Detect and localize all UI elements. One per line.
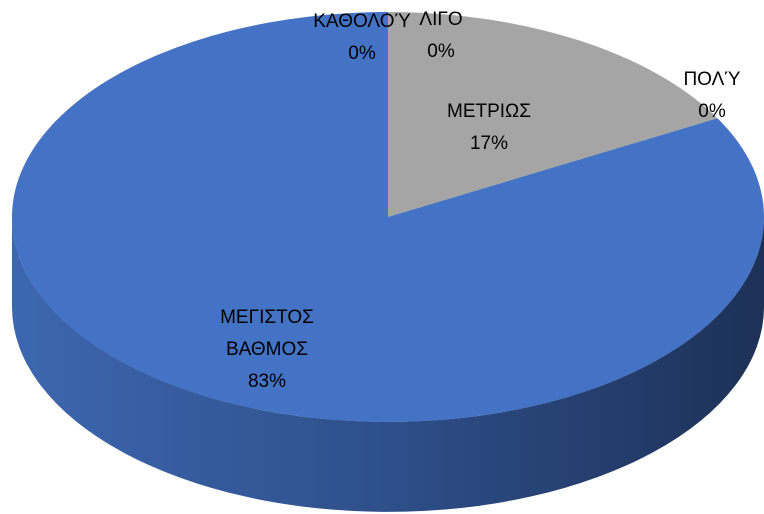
category-label: ΜΕΓΙΣΤΟΣ ΒΑΘΜΟΣ [220,307,314,360]
pie-slice [388,12,718,217]
data-label: ΜΕΤΡΙΩΣ 17% [447,96,531,160]
category-label: ΜΕΤΡΙΩΣ [446,101,532,122]
category-label: ΠΟΛΎ [683,69,741,90]
data-label: ΛΙΓΟ 0% [419,4,462,68]
pie-slice [12,12,764,422]
value-label: 83% [247,371,287,392]
pie-side [12,217,764,512]
data-label: ΚΑΘΟΛΟΎ 0% [313,6,411,70]
value-label: 0% [348,43,376,64]
category-label: ΚΑΘΟΛΟΎ [313,11,411,32]
value-label: 0% [698,101,726,122]
value-label: 17% [469,133,509,154]
value-label: 0% [427,41,455,62]
data-label: ΠΟΛΎ 0% [683,64,740,128]
data-label: ΜΕΓΙΣΤΟΣ ΒΑΘΜΟΣ 83% [192,302,342,398]
category-label: ΛΙΓΟ [419,9,463,30]
